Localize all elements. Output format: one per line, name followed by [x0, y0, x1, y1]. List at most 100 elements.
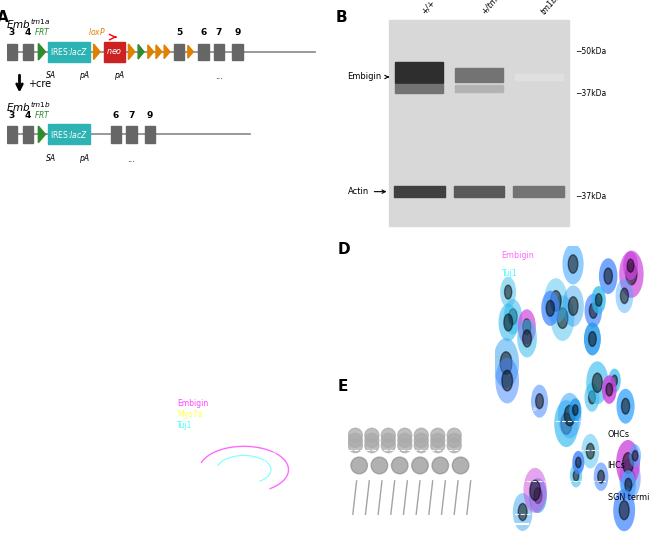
Circle shape [425, 420, 432, 427]
Circle shape [384, 471, 396, 483]
Text: Embigin: Embigin [348, 73, 388, 81]
Circle shape [358, 455, 369, 467]
Polygon shape [38, 126, 46, 143]
Circle shape [469, 482, 474, 488]
Bar [389, 20, 569, 226]
Circle shape [413, 278, 421, 286]
Circle shape [619, 251, 644, 298]
Text: OHCs: OHCs [272, 292, 278, 310]
Text: IHC: IHC [99, 458, 104, 468]
Text: 3: 3 [8, 28, 15, 37]
Text: ...: ... [215, 73, 223, 81]
Circle shape [573, 405, 578, 416]
Text: SGN terminals: SGN terminals [608, 493, 650, 502]
Circle shape [502, 370, 513, 391]
Circle shape [562, 286, 584, 327]
Circle shape [372, 348, 378, 354]
Circle shape [568, 297, 578, 315]
Circle shape [623, 251, 638, 280]
Circle shape [616, 440, 640, 486]
Circle shape [351, 457, 367, 474]
Circle shape [602, 375, 617, 404]
Text: Embigin: Embigin [359, 251, 394, 260]
Circle shape [619, 458, 641, 499]
Circle shape [584, 323, 601, 355]
Circle shape [568, 255, 578, 273]
Circle shape [518, 503, 527, 520]
Text: 9: 9 [235, 28, 240, 37]
Circle shape [431, 428, 445, 442]
Circle shape [570, 464, 582, 488]
Circle shape [428, 363, 438, 374]
Text: IHC: IHC [99, 310, 104, 321]
Circle shape [366, 400, 374, 408]
Text: Myo7a: Myo7a [177, 410, 202, 419]
Text: OHCs: OHCs [608, 430, 630, 439]
Circle shape [586, 443, 594, 459]
Circle shape [554, 400, 578, 447]
Text: −37kDa: −37kDa [575, 192, 606, 201]
Circle shape [589, 391, 595, 404]
Text: 7: 7 [216, 28, 222, 37]
Polygon shape [164, 45, 170, 58]
Circle shape [551, 290, 561, 311]
Circle shape [450, 517, 460, 526]
Circle shape [530, 480, 540, 501]
Circle shape [415, 447, 422, 454]
Circle shape [395, 357, 406, 368]
Polygon shape [188, 45, 194, 58]
Circle shape [364, 477, 370, 483]
Circle shape [430, 409, 439, 418]
Circle shape [460, 296, 469, 305]
Circle shape [431, 434, 445, 448]
Circle shape [401, 451, 408, 459]
Text: Tuj1: Tuj1 [177, 421, 192, 430]
Circle shape [431, 288, 437, 294]
Text: Actin: Actin [348, 187, 385, 196]
Circle shape [398, 434, 411, 448]
Circle shape [452, 431, 461, 441]
Text: IRES:$\mathit{lacZ}$: IRES:$\mathit{lacZ}$ [50, 46, 88, 57]
Text: pA: pA [79, 71, 90, 80]
Circle shape [452, 457, 469, 474]
Text: ...: ... [127, 155, 135, 164]
Circle shape [619, 501, 629, 520]
Bar [23, 126, 33, 143]
Circle shape [465, 340, 474, 349]
Bar [394, 187, 445, 197]
Circle shape [513, 493, 532, 531]
Circle shape [430, 456, 440, 466]
Text: IHCs: IHCs [608, 461, 625, 470]
Circle shape [562, 244, 584, 284]
Bar [6, 126, 17, 143]
Bar [233, 44, 243, 60]
Text: −50kDa: −50kDa [575, 48, 606, 56]
Circle shape [395, 308, 405, 317]
Circle shape [395, 517, 402, 525]
Circle shape [398, 438, 411, 453]
Circle shape [402, 257, 414, 269]
Circle shape [621, 470, 636, 500]
Circle shape [569, 399, 581, 422]
Polygon shape [38, 44, 46, 60]
Text: E: E [338, 379, 348, 394]
Circle shape [457, 345, 464, 353]
Bar [395, 84, 443, 93]
Bar [174, 44, 185, 60]
Circle shape [504, 299, 522, 335]
Bar [48, 41, 90, 62]
Text: SA: SA [46, 71, 56, 80]
Text: $\mathit{neo}$: $\mathit{neo}$ [107, 48, 123, 56]
Text: $\mathit{Emb}^{tm1a}$: $\mathit{Emb}^{tm1a}$ [6, 17, 51, 31]
Text: pA: pA [79, 153, 90, 163]
Text: $\mathit{Emb}^{+/+}$: $\mathit{Emb}^{+/+}$ [353, 405, 387, 418]
Text: Tuj1: Tuj1 [501, 269, 517, 277]
Text: Myo7a: Myo7a [177, 370, 205, 379]
Circle shape [536, 394, 543, 408]
Circle shape [447, 428, 462, 442]
Text: Tuj1: Tuj1 [11, 518, 28, 527]
Circle shape [595, 294, 602, 306]
Text: A: A [0, 10, 8, 26]
Circle shape [592, 373, 603, 393]
Circle shape [608, 369, 621, 393]
